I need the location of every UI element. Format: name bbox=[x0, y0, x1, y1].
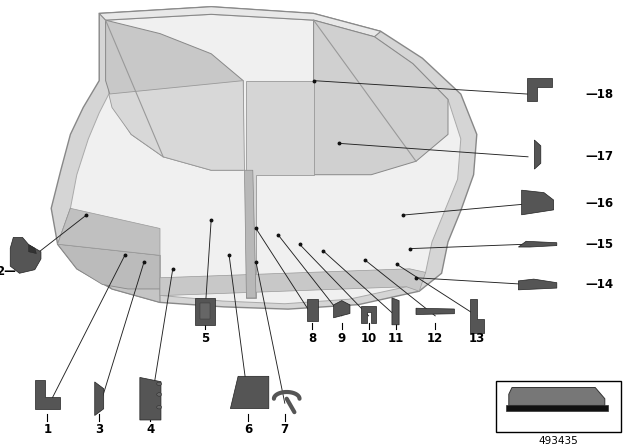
Polygon shape bbox=[200, 303, 210, 319]
Polygon shape bbox=[58, 208, 160, 302]
Polygon shape bbox=[470, 299, 484, 332]
Text: 12: 12 bbox=[427, 332, 444, 345]
Polygon shape bbox=[140, 377, 161, 420]
Polygon shape bbox=[58, 208, 160, 255]
Polygon shape bbox=[509, 388, 605, 405]
Polygon shape bbox=[416, 308, 454, 314]
Text: 11: 11 bbox=[387, 332, 404, 345]
Polygon shape bbox=[246, 81, 314, 298]
Polygon shape bbox=[307, 299, 318, 321]
Text: —14: —14 bbox=[586, 278, 614, 291]
Polygon shape bbox=[95, 382, 104, 416]
Text: 7: 7 bbox=[281, 423, 289, 436]
Text: 4: 4 bbox=[147, 423, 154, 436]
Polygon shape bbox=[244, 170, 256, 298]
Polygon shape bbox=[51, 7, 477, 309]
Polygon shape bbox=[99, 7, 381, 37]
Polygon shape bbox=[361, 306, 376, 323]
Text: 493435: 493435 bbox=[538, 436, 579, 446]
Polygon shape bbox=[314, 20, 448, 175]
Circle shape bbox=[157, 405, 162, 409]
FancyBboxPatch shape bbox=[496, 381, 621, 432]
Text: 13: 13 bbox=[468, 332, 485, 345]
Text: —16: —16 bbox=[586, 197, 614, 211]
Polygon shape bbox=[70, 14, 461, 304]
Text: —15: —15 bbox=[586, 237, 614, 251]
Polygon shape bbox=[58, 244, 160, 289]
Polygon shape bbox=[195, 298, 215, 325]
Text: 8: 8 bbox=[308, 332, 316, 345]
Polygon shape bbox=[29, 245, 36, 254]
Polygon shape bbox=[333, 301, 350, 318]
Polygon shape bbox=[506, 405, 608, 411]
Polygon shape bbox=[160, 269, 426, 296]
Polygon shape bbox=[534, 140, 541, 169]
Polygon shape bbox=[10, 237, 41, 273]
Polygon shape bbox=[109, 81, 244, 170]
Polygon shape bbox=[392, 298, 399, 325]
Polygon shape bbox=[522, 190, 554, 215]
Text: —18: —18 bbox=[586, 87, 614, 101]
Text: —17: —17 bbox=[586, 150, 614, 164]
Text: 2—: 2— bbox=[0, 264, 16, 278]
Polygon shape bbox=[518, 279, 557, 290]
Text: 3: 3 bbox=[95, 423, 103, 436]
Circle shape bbox=[157, 382, 162, 386]
Text: 9: 9 bbox=[338, 332, 346, 345]
Polygon shape bbox=[518, 241, 557, 247]
Polygon shape bbox=[106, 20, 243, 170]
Text: 1: 1 bbox=[44, 423, 51, 436]
Text: 6: 6 bbox=[244, 423, 252, 436]
Polygon shape bbox=[230, 376, 269, 409]
Text: 5: 5 bbox=[201, 332, 209, 345]
Circle shape bbox=[157, 393, 162, 396]
Text: 10: 10 bbox=[360, 332, 377, 345]
Polygon shape bbox=[527, 78, 552, 101]
Polygon shape bbox=[35, 380, 60, 409]
